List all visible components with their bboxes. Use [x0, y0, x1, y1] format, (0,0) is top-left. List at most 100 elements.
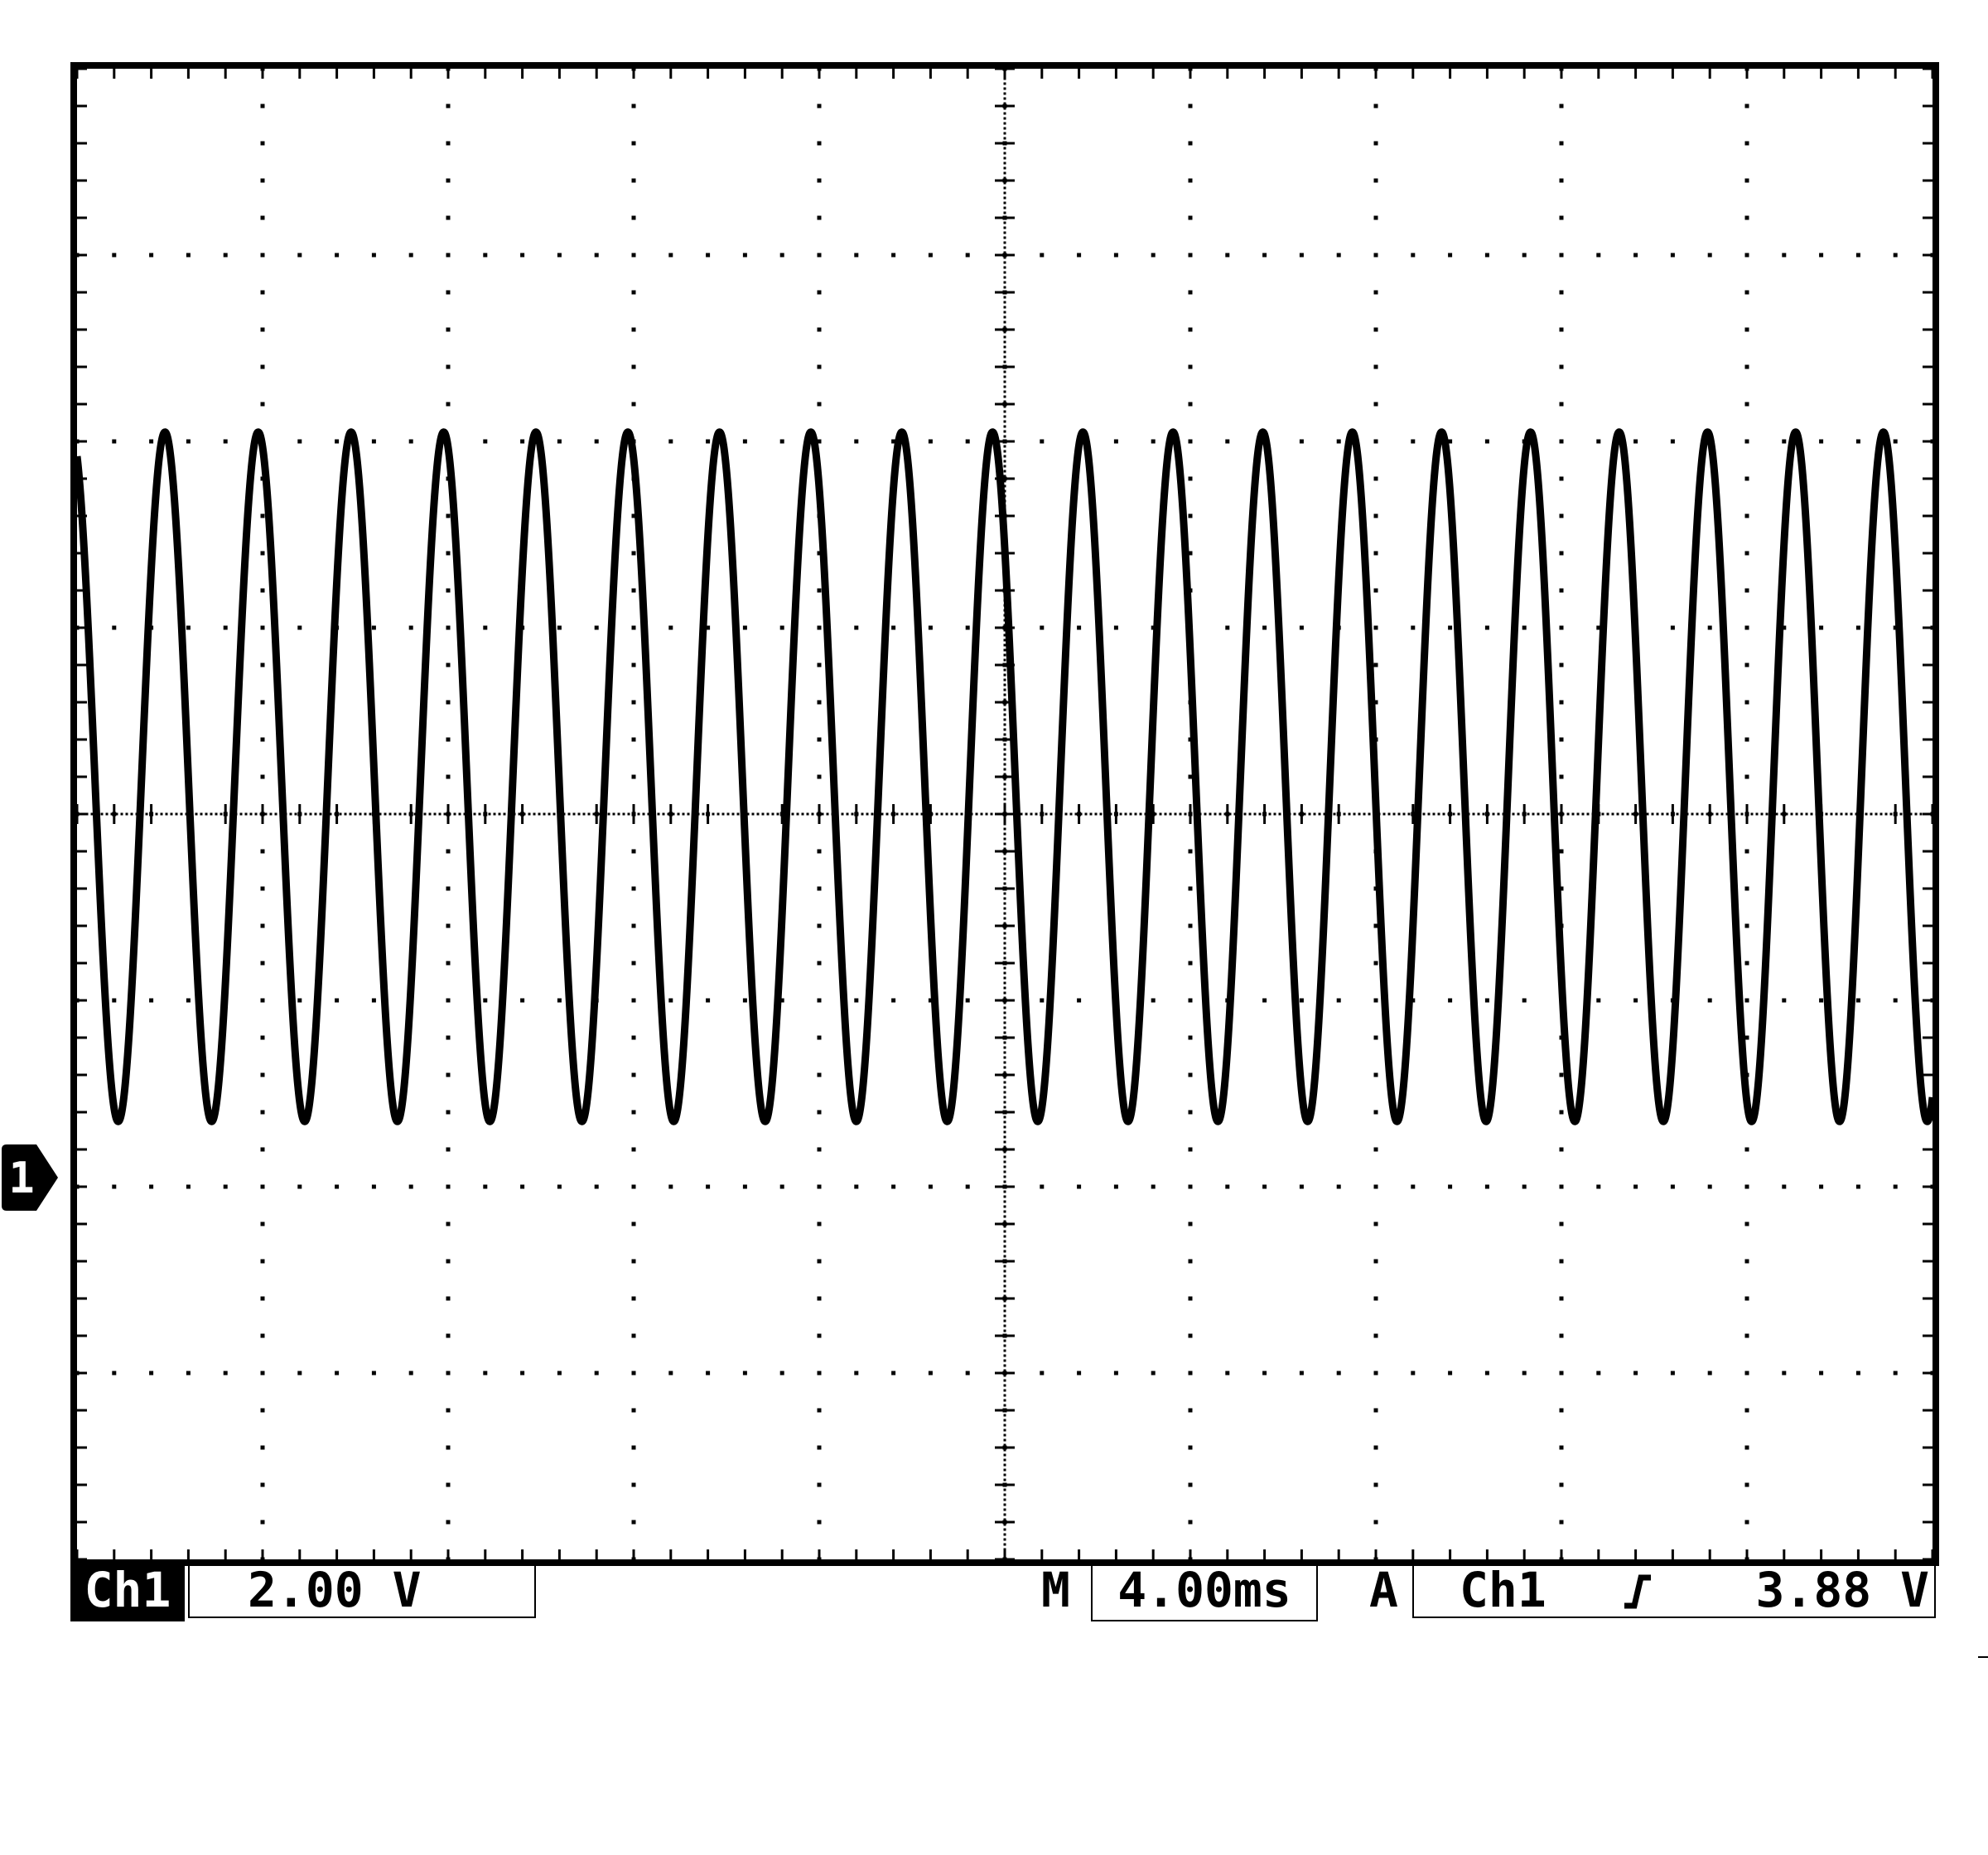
graticule-dot	[1003, 653, 1006, 657]
graticule-dot	[1373, 141, 1378, 146]
graticule-dot	[1373, 961, 1378, 966]
graticule-dot	[1633, 998, 1638, 1003]
graticule-dot	[408, 812, 412, 816]
graticule-dot	[1003, 465, 1006, 468]
graticule-dot	[1744, 1482, 1749, 1487]
graticule-dot	[1744, 737, 1749, 742]
graticule-dot	[1631, 812, 1634, 816]
graticule-dot	[446, 886, 451, 891]
graticule-dot	[594, 439, 599, 444]
graticule-dot	[260, 104, 265, 108]
graticule-dot	[1003, 937, 1006, 940]
graticule-dot	[446, 327, 451, 332]
graticule-dot	[1188, 1371, 1193, 1376]
graticule-dot	[1003, 1478, 1006, 1482]
graticule-dot	[642, 812, 645, 816]
graticule-dot	[1045, 812, 1048, 816]
graticule-dot	[1336, 253, 1341, 258]
graticule-dot	[1003, 1349, 1006, 1352]
graticule-dot	[817, 700, 822, 705]
graticule-dot	[631, 551, 636, 556]
graticule-dot	[1188, 1408, 1193, 1413]
graticule-dot	[1003, 470, 1006, 473]
graticule-dot	[891, 998, 896, 1003]
graticule-dot	[1003, 1463, 1006, 1467]
graticule-dot	[1003, 484, 1006, 488]
graticule-dot	[1810, 812, 1813, 816]
graticule-dot	[851, 812, 854, 816]
graticule-dot	[478, 812, 481, 816]
graticule-dot	[1273, 812, 1276, 816]
graticule-dot	[631, 588, 636, 593]
graticule-dot	[1003, 142, 1006, 145]
graticule-dot	[1003, 827, 1006, 831]
graticule-dot	[817, 1482, 822, 1487]
graticule-dot	[1151, 253, 1156, 258]
graticule-dot	[1188, 141, 1193, 146]
graticule-dot	[1559, 662, 1564, 667]
graticule-dot	[1707, 998, 1712, 1003]
graticule-dot	[1522, 1184, 1527, 1189]
trigger-source: Ch1	[1460, 1562, 1546, 1618]
graticule-dot	[1338, 812, 1341, 816]
graticule-dot	[1621, 812, 1624, 816]
graticule-dot	[1522, 812, 1525, 816]
graticule-dot	[631, 1035, 636, 1040]
graticule-dot	[1373, 1072, 1378, 1077]
graticule-dot	[1003, 1250, 1006, 1253]
graticule-dot	[1003, 1513, 1006, 1516]
graticule-dot	[1293, 812, 1296, 816]
graticule-dot	[1606, 812, 1609, 816]
graticule-dot	[817, 178, 822, 183]
channel-1-ground-marker[interactable]: 1	[0, 1143, 60, 1212]
graticule-dot	[1003, 1036, 1006, 1039]
graticule-dot	[1559, 104, 1564, 108]
graticule-dot	[1003, 355, 1006, 359]
graticule-dot	[1411, 253, 1416, 258]
graticule-dot	[1596, 1371, 1601, 1376]
graticule-dot	[1025, 812, 1028, 816]
graticule-dot	[1299, 1371, 1304, 1376]
graticule-dot	[1670, 253, 1675, 258]
graticule-dot	[1775, 812, 1778, 816]
graticule-dot	[1003, 1011, 1006, 1014]
graticule-dot	[1188, 886, 1193, 891]
graticule-dot	[668, 1184, 673, 1189]
graticule-dot	[112, 998, 117, 1003]
graticule-dot	[371, 1184, 376, 1189]
graticule-dot	[483, 625, 488, 630]
graticule-dot	[170, 812, 173, 816]
graticule-dot	[1003, 1438, 1006, 1442]
graticule-dot	[817, 923, 822, 928]
graticule-dot	[398, 812, 402, 816]
graticule-dot	[841, 812, 844, 816]
graticule-dot	[801, 812, 804, 816]
graticule-dot	[1003, 892, 1006, 895]
graticule-dot	[1003, 1086, 1006, 1089]
graticule-dot	[900, 812, 904, 816]
graticule-dot	[1744, 1221, 1749, 1226]
graticule-dot	[1003, 1458, 1006, 1462]
graticule-dot	[854, 1371, 859, 1376]
graticule-dot	[264, 812, 268, 816]
graticule-dot	[334, 812, 337, 816]
graticule-dot	[1188, 998, 1193, 1003]
trigger-readout: Ch1 3.88 V	[1412, 1559, 1936, 1618]
graticule-dot	[631, 625, 636, 630]
graticule-dot	[1670, 439, 1675, 444]
graticule-dot	[1299, 998, 1304, 1003]
channel-badge[interactable]: Ch1	[70, 1559, 185, 1621]
graticule-dot	[1233, 812, 1237, 816]
graticule-dot	[260, 1296, 265, 1301]
graticule-dot	[388, 812, 392, 816]
graticule-dot	[1559, 1184, 1564, 1189]
graticule-dot	[446, 625, 451, 630]
graticule-dot	[1003, 718, 1006, 721]
graticule-dot	[1559, 737, 1564, 742]
graticule-dot	[1336, 998, 1341, 1003]
graticule-dot	[1040, 253, 1045, 258]
graticule-dot	[891, 625, 896, 630]
graticule-dot	[1003, 1299, 1006, 1303]
graticule-dot	[180, 812, 183, 816]
graticule-dot	[1003, 1006, 1006, 1009]
